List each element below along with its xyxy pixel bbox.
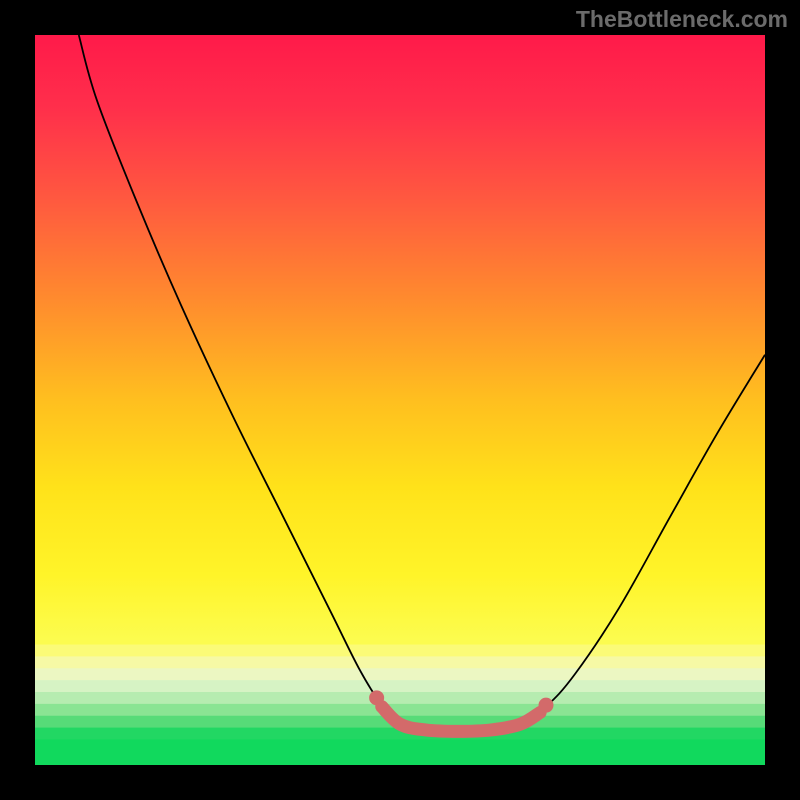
- gradient-bottom-strip: [35, 739, 765, 765]
- watermark-text: TheBottleneck.com: [576, 6, 788, 33]
- chart-viewport: TheBottleneck.com: [0, 0, 800, 800]
- chart-svg: [0, 0, 800, 800]
